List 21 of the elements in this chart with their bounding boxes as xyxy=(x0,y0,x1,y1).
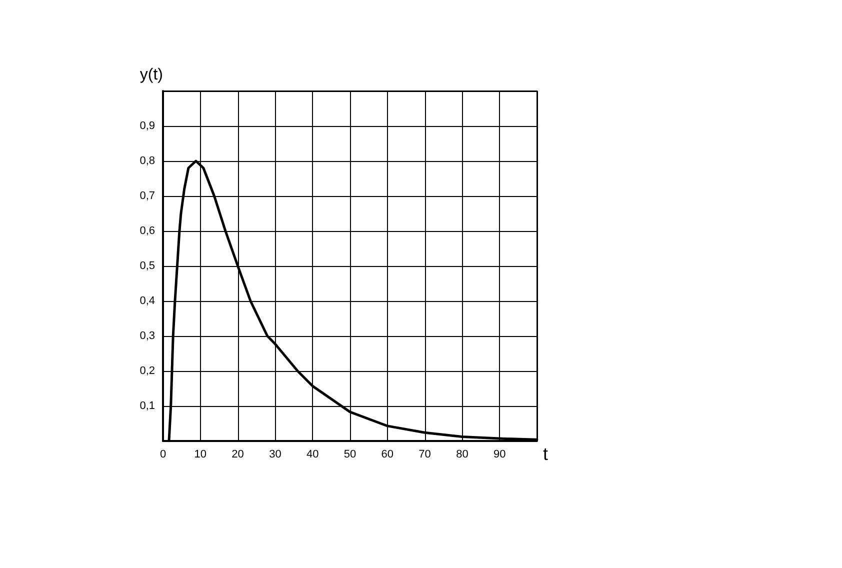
x-tick-label: 0 xyxy=(160,448,166,460)
x-tick-label: 30 xyxy=(269,448,282,460)
y-tick-label: 0,9 xyxy=(140,120,155,132)
x-tick-label: 20 xyxy=(232,448,244,460)
y-tick-label: 0,5 xyxy=(140,260,155,272)
x-tick-label: 90 xyxy=(493,448,506,460)
x-tick-label: 50 xyxy=(344,448,356,460)
x-tick-label: 60 xyxy=(381,448,394,460)
x-tick-label: 80 xyxy=(456,448,468,460)
y-axis-title: y(t) xyxy=(140,66,163,84)
y-tick-label: 0,4 xyxy=(140,295,155,307)
y-tick-label: 0,3 xyxy=(140,330,155,342)
y-tick-label: 0,8 xyxy=(140,155,155,167)
y-tick-label: 0,7 xyxy=(140,190,155,202)
y-tick-label: 0,6 xyxy=(140,225,155,237)
x-tick-label: 70 xyxy=(418,448,431,460)
y-tick-label: 0,2 xyxy=(140,365,155,377)
y-tick-label: 0,1 xyxy=(140,400,155,412)
x-tick-label: 40 xyxy=(306,448,319,460)
x-axis-title: t xyxy=(543,444,548,464)
x-tick-label: 10 xyxy=(194,448,207,460)
